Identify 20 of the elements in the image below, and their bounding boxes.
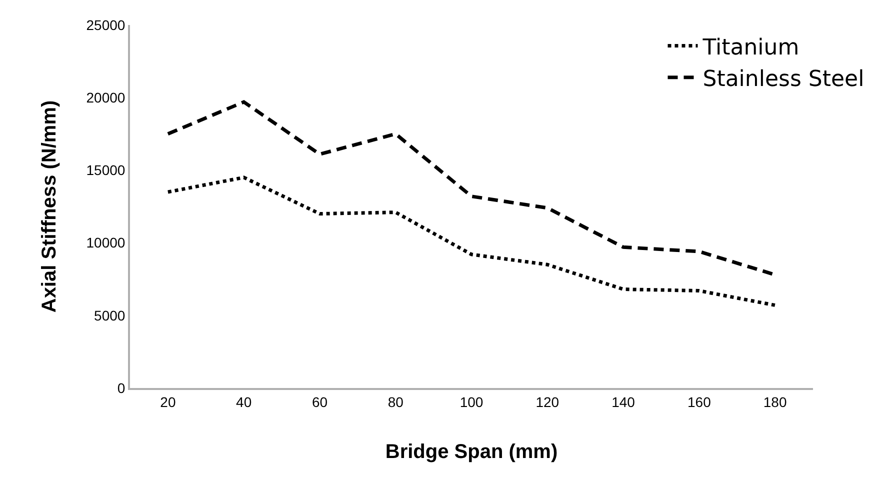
x-tick-label: 160 xyxy=(687,394,712,410)
line-series xyxy=(166,176,777,307)
x-tick-label: 140 xyxy=(612,394,636,410)
x-tick-label: 120 xyxy=(536,394,560,410)
y-tick-label: 25000 xyxy=(86,16,126,33)
y-tick-label: 0 xyxy=(117,380,126,396)
y-tick-label: 15000 xyxy=(86,162,126,178)
y-tick-label: 10000 xyxy=(86,234,126,251)
x-tick-label: 40 xyxy=(236,394,252,410)
x-tick-label: 180 xyxy=(763,394,787,410)
x-tick-label: 80 xyxy=(388,394,404,410)
legend-label: Titanium xyxy=(702,35,800,60)
x-tick-label: 60 xyxy=(312,394,328,410)
y-tick-label: 5000 xyxy=(94,307,126,324)
y-tick-label: 20000 xyxy=(86,90,126,106)
x-tick-label: 100 xyxy=(460,394,484,410)
x-tick-label: 20 xyxy=(160,394,176,410)
y-axis-title: Axial Stiffness (N/mm) xyxy=(38,100,60,313)
x-axis-title: Bridge Span (mm) xyxy=(385,440,558,463)
legend-label: Stainless Steel xyxy=(702,66,864,92)
